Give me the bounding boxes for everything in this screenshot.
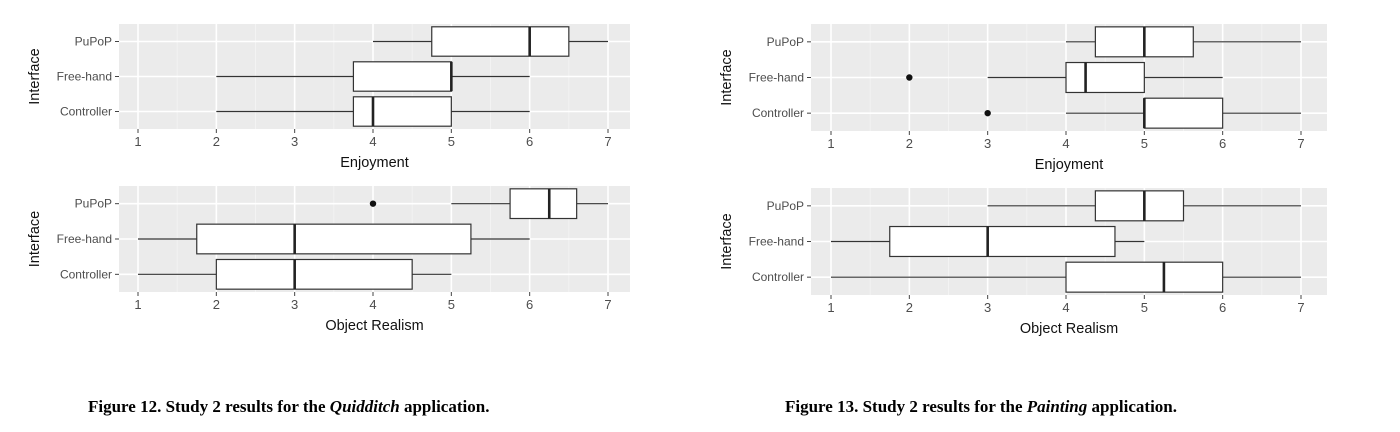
x-tick-label: 2 xyxy=(906,300,913,315)
y-tick-label: Controller xyxy=(60,105,112,119)
box-iqr xyxy=(509,188,578,220)
x-tick-label: 7 xyxy=(604,297,611,312)
figure-12-caption-suffix: application. xyxy=(399,397,490,416)
x-tick-label: 7 xyxy=(1297,300,1304,315)
x-tick-label: 4 xyxy=(1062,136,1069,151)
x-tick-label: 6 xyxy=(1219,136,1226,151)
box-controller xyxy=(138,258,452,290)
y-tick-label: Free-hand xyxy=(57,232,112,246)
box-iqr xyxy=(215,258,413,290)
box-controller xyxy=(984,97,1301,129)
x-tick-label: 6 xyxy=(526,297,533,312)
box-iqr xyxy=(1094,190,1185,222)
figure-13-caption-prefix: Figure 13. Study 2 results for the xyxy=(785,397,1027,416)
y-tick-label: Controller xyxy=(752,270,804,284)
figure-12-caption-prefix: Figure 12. Study 2 results for the xyxy=(88,397,330,416)
x-tick-label: 2 xyxy=(906,136,913,151)
box-free-hand xyxy=(138,223,530,255)
x-tick-label: 5 xyxy=(448,134,455,149)
box-pupop xyxy=(987,190,1301,222)
y-axis-title: Interface xyxy=(27,48,43,104)
box-free-hand xyxy=(216,61,530,92)
box-iqr xyxy=(1065,61,1145,94)
y-tick-label: Controller xyxy=(60,267,112,281)
outlier-point xyxy=(369,200,377,207)
outlier-point xyxy=(906,74,913,81)
x-tick-label: 5 xyxy=(448,297,455,312)
x-tick-label: 7 xyxy=(1297,136,1304,151)
x-tick-label: 1 xyxy=(827,300,834,315)
x-tick-label: 7 xyxy=(604,134,611,149)
x-tick-label: 3 xyxy=(291,134,298,149)
y-tick-label: Controller xyxy=(752,106,804,120)
x-tick-label: 6 xyxy=(1219,300,1226,315)
y-tick-label: Free-hand xyxy=(749,235,804,249)
figure-13-caption-suffix: application. xyxy=(1087,397,1178,416)
y-axis-title: Interface xyxy=(719,213,735,269)
box-iqr xyxy=(1143,97,1224,129)
figure-12-caption: Figure 12. Study 2 results for the Quidd… xyxy=(88,397,489,417)
box-controller xyxy=(831,261,1301,293)
box-pupop xyxy=(1066,26,1301,58)
x-tick-label: 4 xyxy=(369,134,376,149)
x-axis-title: Enjoyment xyxy=(340,155,409,171)
box-iqr xyxy=(1065,261,1224,293)
x-tick-label: 1 xyxy=(134,297,141,312)
x-tick-label: 5 xyxy=(1141,136,1148,151)
boxplot-panel: PuPoP Free-hand Controller 1 2 3 4 5 6 7 Enjoyment… xyxy=(27,24,630,171)
box-iqr xyxy=(196,223,472,255)
box-iqr xyxy=(889,225,1116,258)
x-axis-title: Enjoyment xyxy=(1035,157,1104,173)
figure-13-caption-italic: Painting xyxy=(1026,397,1088,416)
y-tick-label: PuPoP xyxy=(767,199,804,213)
box-pupop xyxy=(369,188,608,220)
box-pupop xyxy=(373,26,608,57)
outlier-point xyxy=(984,109,991,117)
x-tick-label: 5 xyxy=(1141,300,1148,315)
y-axis-title: Interface xyxy=(719,49,735,105)
box-free-hand xyxy=(831,225,1145,258)
x-tick-label: 2 xyxy=(213,297,220,312)
y-tick-label: Free-hand xyxy=(57,70,112,84)
box-iqr xyxy=(431,26,570,57)
y-tick-label: PuPoP xyxy=(75,197,112,211)
x-tick-label: 6 xyxy=(526,134,533,149)
x-tick-label: 1 xyxy=(134,134,141,149)
x-tick-label: 4 xyxy=(369,297,376,312)
x-tick-label: 4 xyxy=(1062,300,1069,315)
y-axis-title: Interface xyxy=(27,211,43,267)
figure-13-caption: Figure 13. Study 2 results for the Paint… xyxy=(785,397,1177,417)
x-axis-title: Object Realism xyxy=(1020,321,1118,337)
x-tick-label: 3 xyxy=(984,300,991,315)
y-tick-label: Free-hand xyxy=(749,71,804,85)
box-iqr xyxy=(352,96,452,127)
y-tick-label: PuPoP xyxy=(75,35,112,49)
box-iqr xyxy=(352,61,452,92)
x-tick-label: 2 xyxy=(213,134,220,149)
x-tick-label: 1 xyxy=(827,136,834,151)
boxplot-panel: PuPoP Free-hand Controller 1 2 3 4 5 6 7 Object Re… xyxy=(719,188,1327,337)
box-controller xyxy=(216,96,530,127)
figure-12-caption-italic: Quidditch xyxy=(329,397,400,416)
boxplot-panel: PuPoP Free-hand Controller 1 2 3 4 5 6 7 Enjoyment… xyxy=(719,24,1327,173)
box-free-hand xyxy=(906,61,1223,94)
y-tick-label: PuPoP xyxy=(767,35,804,49)
x-tick-label: 3 xyxy=(291,297,298,312)
boxplot-panel: PuPoP Free-hand Controller 1 2 3 4 5 6 7 Object Re… xyxy=(27,186,630,334)
x-tick-label: 3 xyxy=(984,136,991,151)
x-axis-title: Object Realism xyxy=(325,318,423,334)
